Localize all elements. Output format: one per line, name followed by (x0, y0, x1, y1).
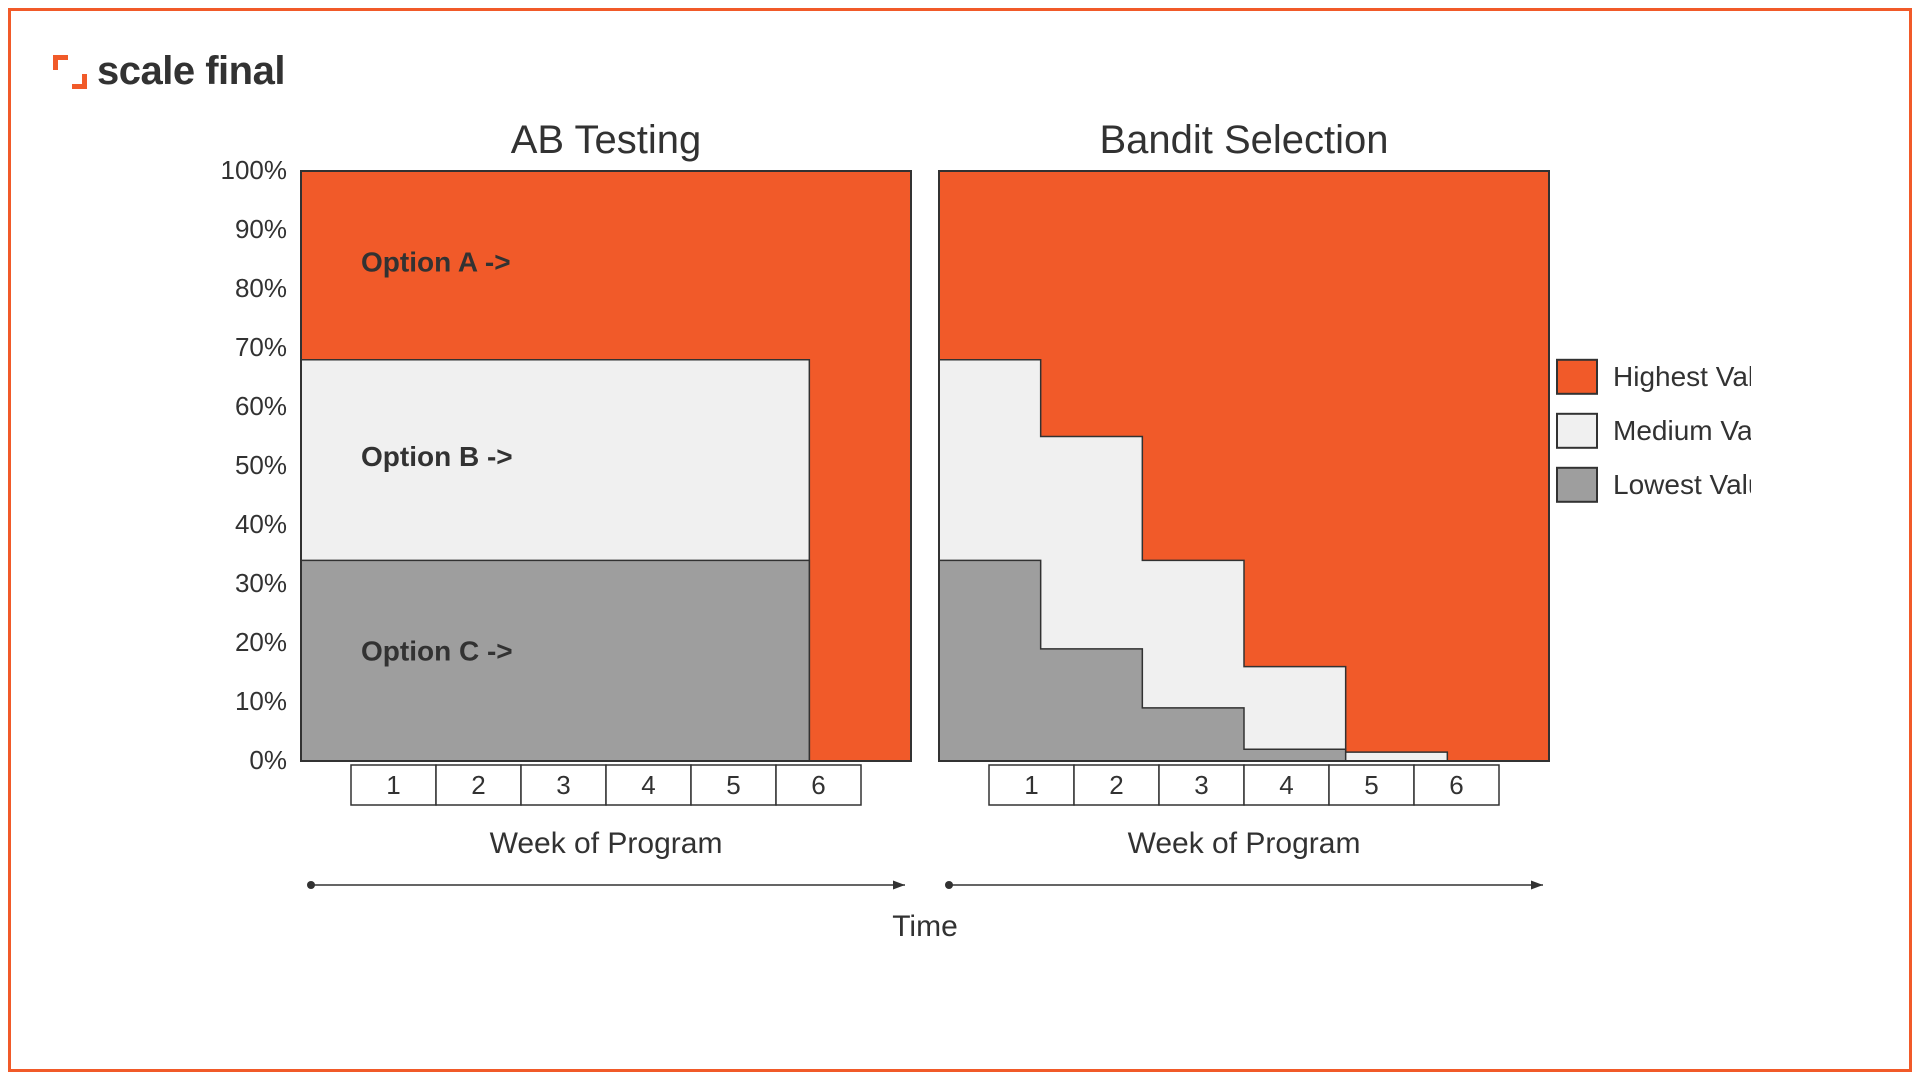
x-tick-label: 6 (811, 770, 825, 800)
x-tick-label: 4 (1279, 770, 1293, 800)
panel-title: AB Testing (511, 118, 702, 162)
y-tick-label: 80% (235, 273, 287, 303)
legend-swatch (1557, 414, 1597, 448)
y-tick-label: 30% (235, 568, 287, 598)
option-label-a: Option A -> (361, 246, 511, 277)
legend-label: Lowest Value (1613, 469, 1751, 500)
legend-swatch (1557, 360, 1597, 394)
y-tick-label: 50% (235, 450, 287, 480)
panel-title: Bandit Selection (1099, 118, 1388, 162)
x-tick-label: 5 (726, 770, 740, 800)
chart-frame: scale final 0% 10% 20% 30% 40% 50% 60% 70% 80% 90… (8, 8, 1912, 1072)
x-tick-label: 5 (1364, 770, 1378, 800)
y-tick-label: 0% (249, 745, 287, 775)
x-tick-label: 2 (1109, 770, 1123, 800)
x-tick-label: 4 (641, 770, 655, 800)
y-tick-label: 10% (235, 686, 287, 716)
x-tick-label: 6 (1449, 770, 1463, 800)
logo-mark-icon (53, 55, 87, 89)
time-label: Time (892, 910, 958, 943)
x-axis-label: Week of Program (490, 827, 723, 860)
y-tick-label: 60% (235, 391, 287, 421)
y-tick-label: 20% (235, 627, 287, 657)
option-label-b: Option B -> (361, 441, 513, 472)
x-tick-label: 1 (386, 770, 400, 800)
logo-text: scale final (97, 49, 285, 94)
x-axis-label: Week of Program (1128, 827, 1361, 860)
x-tick-label: 1 (1024, 770, 1038, 800)
x-tick-label: 2 (471, 770, 485, 800)
legend-label: Highest Value (1613, 361, 1751, 392)
y-tick-label: 40% (235, 509, 287, 539)
comparison-chart: 0% 10% 20% 30% 40% 50% 60% 70% 80% 90% 100% AB Test… (191, 111, 1751, 1031)
option-label-c: Option C -> (361, 636, 513, 667)
legend-swatch (1557, 468, 1597, 502)
x-tick-label: 3 (1194, 770, 1208, 800)
x-tick-label: 3 (556, 770, 570, 800)
y-tick-label: 70% (235, 332, 287, 362)
y-tick-label: 100% (221, 155, 288, 185)
y-tick-label: 90% (235, 214, 287, 244)
legend-label: Medium Value (1613, 415, 1751, 446)
logo: scale final (53, 49, 285, 94)
